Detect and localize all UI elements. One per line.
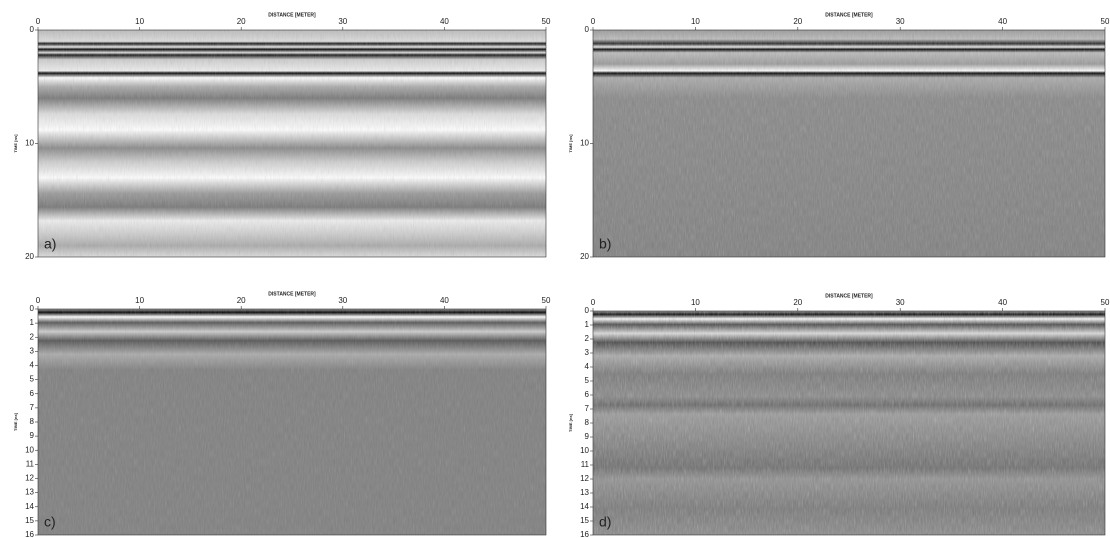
x-axis-title: DISTANCE [METER] [268,291,316,297]
panel-label: c) [44,514,56,530]
x-tick-label: 20 [793,298,802,307]
y-tick-label: 16 [580,530,589,538]
x-tick-label: 0 [591,298,596,307]
x-tick-label: 40 [998,17,1007,26]
x-tick-label: 30 [896,298,905,307]
y-tick-label: 0 [30,304,35,313]
panel-label: d) [599,514,611,530]
x-tick-label: 30 [338,17,347,26]
y-tick-label: 3 [585,348,590,357]
x-tick-label: 10 [135,296,144,305]
x-tick-label: 20 [237,17,246,26]
y-tick-label: 0 [30,25,35,34]
x-axis-title: DISTANCE [METER] [825,12,873,18]
x-tick-label: 10 [691,17,700,26]
y-tick-label: 4 [30,361,35,370]
x-tick-label: 0 [36,17,41,26]
y-tick-label: 6 [30,389,35,398]
x-axis-title: DISTANCE [METER] [268,12,316,18]
y-tick-label: 10 [580,446,589,455]
y-tick-label: 1 [585,320,590,329]
y-tick-label: 11 [26,459,35,468]
x-tick-label: 20 [793,17,802,26]
radargram-texture [593,30,1105,257]
x-tick-label: 30 [338,296,347,305]
y-tick-label: 0 [585,25,590,34]
y-axis-title: TIME [ns] [568,413,573,432]
x-tick-label: 10 [691,298,700,307]
x-tick-label: 10 [135,17,144,26]
y-tick-label: 5 [30,375,35,384]
y-tick-label: 15 [25,516,34,525]
x-tick-label: 30 [896,17,905,26]
y-tick-label: 12 [580,474,589,483]
radargram-panel: DISTANCE [METER] 0 10 20 30 40 50 0 10 20 TIME [ns… [13,12,551,261]
x-tick-label: 50 [542,296,551,305]
x-tick-label: 50 [1101,17,1110,26]
y-tick-label: 10 [580,139,589,148]
y-tick-label: 0 [585,306,590,315]
figure: DISTANCE [METER]0102030405001020TIME [ns… [0,0,1110,538]
y-tick-label: 6 [585,390,590,399]
y-tick-label: 14 [580,502,589,511]
y-tick-label: 4 [585,362,590,371]
radargram-panel: DISTANCE [METER] 0 10 20 30 40 50 0 10 20 TIME [ns… [568,12,1110,261]
x-tick-label: 50 [542,17,551,26]
y-tick-label: 13 [580,488,589,497]
y-tick-label: 14 [25,502,34,511]
x-tick-label: 0 [591,17,596,26]
y-tick-label: 3 [30,346,35,355]
radargram-texture [38,30,546,257]
y-axis-title: TIME [ns] [568,134,573,153]
y-tick-label: 5 [585,376,590,385]
y-tick-label: 13 [25,488,34,497]
y-tick-label: 15 [580,516,589,525]
y-tick-label: 20 [580,252,589,261]
x-tick-label: 40 [998,298,1007,307]
x-tick-label: 0 [36,296,41,305]
x-tick-label: 50 [1101,298,1110,307]
y-tick-label: 16 [25,530,34,538]
y-axis-title: TIME [ns] [13,412,18,431]
y-tick-label: 9 [30,431,35,440]
y-tick-label: 8 [585,418,590,427]
x-axis-title: DISTANCE [METER] [825,293,873,299]
panel-label: b) [599,236,611,252]
y-tick-label: 10 [25,445,34,454]
y-tick-label: 11 [581,460,590,469]
radargram-texture [38,309,546,535]
y-tick-label: 10 [25,139,34,148]
x-tick-label: 40 [440,296,449,305]
y-tick-label: 7 [585,404,590,413]
y-tick-label: 2 [585,334,590,343]
y-tick-label: 1 [30,318,35,327]
y-tick-label: 7 [30,403,35,412]
y-tick-label: 2 [30,332,35,341]
y-tick-label: 12 [25,474,34,483]
y-tick-label: 8 [30,417,35,426]
x-tick-label: 20 [237,296,246,305]
x-tick-label: 40 [440,17,449,26]
radargram-texture [593,311,1105,535]
panel-label: a) [44,236,56,252]
y-axis-title: TIME [ns] [13,134,18,153]
y-tick-label: 20 [25,252,34,261]
y-tick-label: 9 [585,432,590,441]
